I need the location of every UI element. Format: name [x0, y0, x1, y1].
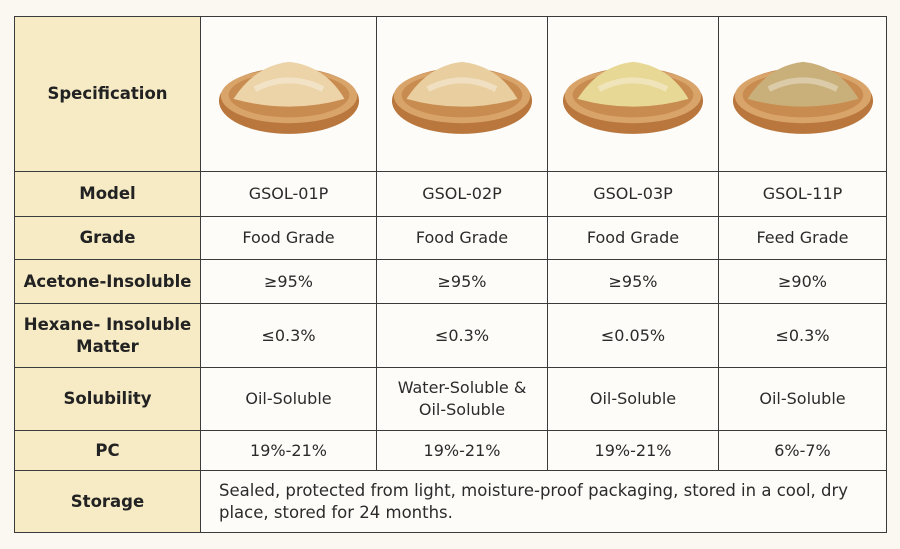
cell: ≥95% — [547, 259, 719, 304]
table-row: Grade Food Grade Food Grade Food Grade Feed … — [14, 216, 887, 260]
row-label: Storage — [14, 470, 201, 533]
cell: ≥90% — [718, 259, 887, 304]
cell: ≤0.3% — [718, 303, 887, 368]
cell: Oil-Soluble — [718, 367, 887, 431]
cell: ≤0.3% — [200, 303, 377, 368]
table-row: PC 19%-21% 19%-21% 19%-21% 6%-7% — [14, 430, 887, 471]
cell: 6%-7% — [718, 430, 887, 471]
cell: 19%-21% — [376, 430, 548, 471]
cell: GSOL-01P — [200, 171, 377, 217]
cell: GSOL-03P — [547, 171, 719, 217]
cell: ≥95% — [200, 259, 377, 304]
product-image — [200, 16, 377, 172]
storage-text: Sealed, protected from light, moisture-p… — [200, 470, 887, 533]
storage-row: Storage Sealed, protected from light, mo… — [14, 470, 887, 533]
header-row: Specification — [14, 16, 887, 172]
row-label: Grade — [14, 216, 201, 260]
cell: ≤0.05% — [547, 303, 719, 368]
cell: Water-Soluble & Oil-Soluble — [376, 367, 548, 431]
cell: Feed Grade — [718, 216, 887, 260]
cell: Oil-Soluble — [547, 367, 719, 431]
spec-table: Specification Model GSOL-01P GSOL-02P GSOL-… — [14, 16, 887, 533]
header-label: Specification — [14, 16, 201, 172]
cell: GSOL-11P — [718, 171, 887, 217]
table-row: Acetone-Insoluble ≥95% ≥95% ≥95% ≥90% — [14, 259, 887, 304]
row-label: Hexane- Insoluble Matter — [14, 303, 201, 368]
row-label: Model — [14, 171, 201, 217]
row-label: Solubility — [14, 367, 201, 431]
cell: Food Grade — [200, 216, 377, 260]
cell: ≥95% — [376, 259, 548, 304]
row-label: PC — [14, 430, 201, 471]
cell: ≤0.3% — [376, 303, 548, 368]
cell: GSOL-02P — [376, 171, 548, 217]
cell: Food Grade — [547, 216, 719, 260]
row-label: Acetone-Insoluble — [14, 259, 201, 304]
table-body: Model GSOL-01P GSOL-02P GSOL-03P GSOL-11P Gra… — [14, 171, 887, 471]
product-image — [376, 16, 548, 172]
table-row: Model GSOL-01P GSOL-02P GSOL-03P GSOL-11P — [14, 171, 887, 217]
table-row: Hexane- Insoluble Matter ≤0.3% ≤0.3% ≤0.05%… — [14, 303, 887, 368]
cell: Food Grade — [376, 216, 548, 260]
product-image — [718, 16, 887, 172]
product-image — [547, 16, 719, 172]
cell: Oil-Soluble — [200, 367, 377, 431]
table-row: Solubility Oil-Soluble Water-Soluble & Oil… — [14, 367, 887, 431]
cell: 19%-21% — [200, 430, 377, 471]
cell: 19%-21% — [547, 430, 719, 471]
